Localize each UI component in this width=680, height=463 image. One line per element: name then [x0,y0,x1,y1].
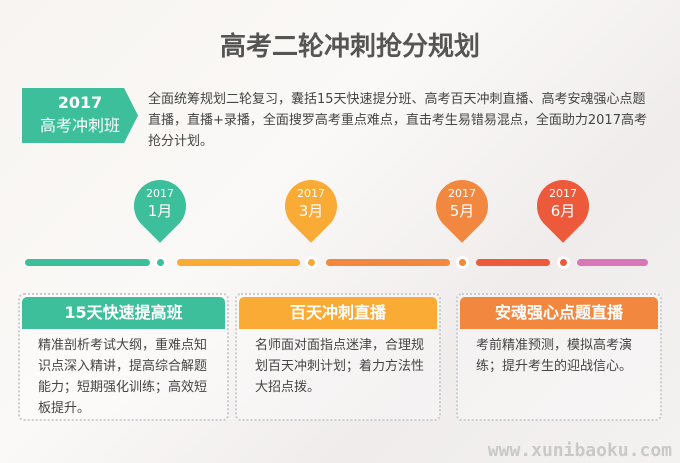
timeline-segment [577,259,648,266]
timeline-segment [25,259,150,266]
pin-month: 5月 [449,202,475,220]
timeline-dot [557,256,570,269]
course-card: 百天冲刺直播 名师面对面指点迷津，合理规划百天冲刺计划；着力方法性大招点拨。 [235,293,441,421]
badge-name: 高考冲刺班 [39,116,120,135]
page-title: 高考二轮冲刺抢分规划 [219,32,480,62]
pin-label: 2017 1月 [134,187,186,221]
course-badge: 2017 高考冲刺班 [22,88,138,143]
pin-year: 2017 [448,187,476,200]
course-card: 15天快速提高班 精准剖析考试大纲，重难点知识点深入精讲，提高综合解题能力；短期… [18,293,229,421]
intro-text: 全面统筹规划二轮复习，囊括15天快速提分班、高考百天冲刺直播、高考安魂强心点题直… [148,92,647,149]
timeline-dot [305,256,318,269]
card-body: 考前精准预测，模拟高考演练；提升考生的迎战信心。 [476,338,633,374]
timeline-segment [476,259,550,266]
pin-year: 2017 [146,187,174,200]
pin-label: 2017 3月 [285,187,337,221]
pin-label: 2017 5月 [436,187,488,221]
timeline-segment [177,259,300,266]
card-body: 名师面对面指点迷津，合理规划百天冲刺计划；着力方法性大招点拨。 [255,338,425,395]
badge-year: 2017 [57,93,103,112]
pin-month: 1月 [147,202,173,220]
pin-year: 2017 [297,187,325,200]
pin-year: 2017 [549,187,577,200]
timeline-dot [154,256,167,269]
card-body: 精准剖析考试大纲，重难点知识点深入精讲，提高综合解题能力；短期强化训练；高效短板… [38,338,208,416]
card-title: 15天快速提高班 [22,297,225,329]
pin-label: 2017 6月 [537,187,589,221]
timeline-dot [456,256,469,269]
timeline-segment [326,259,450,266]
card-title: 安魂强心点题直播 [460,297,658,329]
pin-month: 3月 [298,202,324,220]
course-card: 安魂强心点题直播 考前精准预测，模拟高考演练；提升考生的迎战信心。 [456,293,662,421]
watermark: www.xunibaoku.com [487,440,672,461]
pin-month: 6月 [550,202,576,220]
card-title: 百天冲刺直播 [239,297,437,329]
